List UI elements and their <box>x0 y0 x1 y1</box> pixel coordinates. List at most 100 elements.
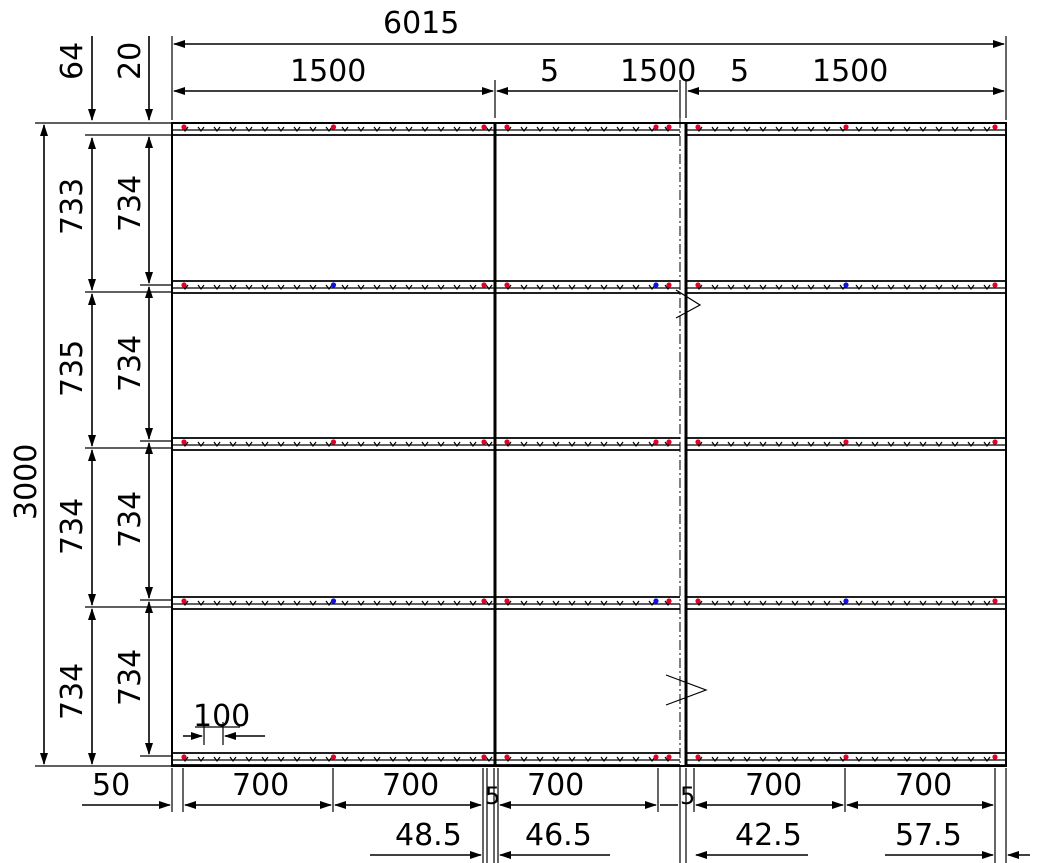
anchor-marker-red <box>992 282 998 288</box>
beam-notch <box>791 600 799 606</box>
beam-notch <box>373 600 381 606</box>
beam-notch <box>983 126 991 132</box>
beam-notch <box>600 284 608 290</box>
beam-notch <box>421 441 429 447</box>
beam-notch <box>341 600 349 606</box>
beam-notch <box>261 284 269 290</box>
beam-notch <box>983 756 991 762</box>
beam-notch <box>855 441 863 447</box>
beam-notch <box>245 284 253 290</box>
beam-notch <box>823 441 831 447</box>
beam-notch <box>807 284 815 290</box>
beam-notch <box>485 756 493 762</box>
left-inner-spacing-4-label: 734 <box>113 649 148 706</box>
left-outer-spacing-1-label: 733 <box>55 178 90 235</box>
beam-notch <box>775 284 783 290</box>
beam-notch <box>552 126 560 132</box>
horizontal-beams <box>172 122 1006 766</box>
beam-notch <box>983 600 991 606</box>
beam-notch <box>213 441 221 447</box>
notch-detail-dimension: 100 <box>183 699 265 745</box>
anchor-marker-red <box>181 598 187 604</box>
beam-notch <box>341 284 349 290</box>
beam-notch <box>213 126 221 132</box>
anchor-marker-red <box>843 754 849 760</box>
left-outer-spacing-2-label: 735 <box>55 340 90 397</box>
bottom-spacing-4-label: 700 <box>745 768 802 803</box>
beam-notch <box>600 600 608 606</box>
beam-notch <box>245 600 253 606</box>
beam-notch <box>213 284 221 290</box>
beam-notch <box>469 284 477 290</box>
beam-notch <box>453 441 461 447</box>
beam-notch <box>421 126 429 132</box>
beam-notch <box>325 600 333 606</box>
beam-notch <box>855 756 863 762</box>
beam-notch <box>775 126 783 132</box>
beam-notch <box>453 756 461 762</box>
anchor-marker-red <box>695 282 701 288</box>
beam-notch <box>389 756 397 762</box>
beam-notch <box>437 126 445 132</box>
anchor-marker-red <box>843 124 849 130</box>
beam-notch <box>552 441 560 447</box>
beam-notch <box>823 284 831 290</box>
beam-notch <box>711 600 719 606</box>
beam-notch <box>245 441 253 447</box>
beam-notch <box>791 441 799 447</box>
anchor-marker-red <box>481 124 487 130</box>
gap-2-label: 5 <box>730 54 749 89</box>
beam-notch <box>520 284 528 290</box>
beam-notch <box>743 126 751 132</box>
beam-notch <box>743 284 751 290</box>
beam-notch <box>536 126 544 132</box>
beam-notch <box>727 441 735 447</box>
beam-notch <box>568 126 576 132</box>
beam-notch <box>325 284 333 290</box>
beam-notch <box>600 441 608 447</box>
beam-notch <box>229 756 237 762</box>
beam-notch <box>552 756 560 762</box>
beam-notch <box>309 756 317 762</box>
beam-notch <box>293 284 301 290</box>
beam-notch <box>357 126 365 132</box>
beam-notch <box>759 284 767 290</box>
beam-notch <box>520 600 528 606</box>
beam-notch <box>632 441 640 447</box>
beam-notch <box>632 756 640 762</box>
bottom-gap-2-label: 5 <box>680 782 695 810</box>
beam-notch <box>453 600 461 606</box>
beam-notch <box>389 126 397 132</box>
beam-notch <box>245 126 253 132</box>
anchor-marker-blue <box>330 282 337 288</box>
anchor-marker-red <box>181 282 187 288</box>
left-inner-spacing-3-label: 734 <box>113 491 148 548</box>
bottom-gap-1-label: 5 <box>485 782 500 810</box>
beam-notch <box>616 126 624 132</box>
beam-notch <box>775 600 783 606</box>
beam-notch <box>759 756 767 762</box>
beam-notch <box>983 284 991 290</box>
beam-notch <box>616 600 624 606</box>
beam-notch <box>373 441 381 447</box>
beam-notch <box>277 126 285 132</box>
anchor-marker-red <box>481 282 487 288</box>
beam-notch <box>341 756 349 762</box>
beam-notch <box>197 756 205 762</box>
beam-notch <box>421 600 429 606</box>
beam-notch <box>887 441 895 447</box>
beam-notch <box>373 284 381 290</box>
anchor-marker-red <box>695 124 701 130</box>
beam-notch <box>711 441 719 447</box>
beam-notch <box>823 756 831 762</box>
beam-notch <box>357 756 365 762</box>
beam-notch <box>405 126 413 132</box>
beam-notch <box>919 756 927 762</box>
beam-notch <box>632 284 640 290</box>
beam-notch <box>277 756 285 762</box>
beam-notch <box>469 441 477 447</box>
beam-notch <box>261 600 269 606</box>
beam-notch <box>807 600 815 606</box>
beam-notch <box>453 284 461 290</box>
beam-notch <box>277 600 285 606</box>
